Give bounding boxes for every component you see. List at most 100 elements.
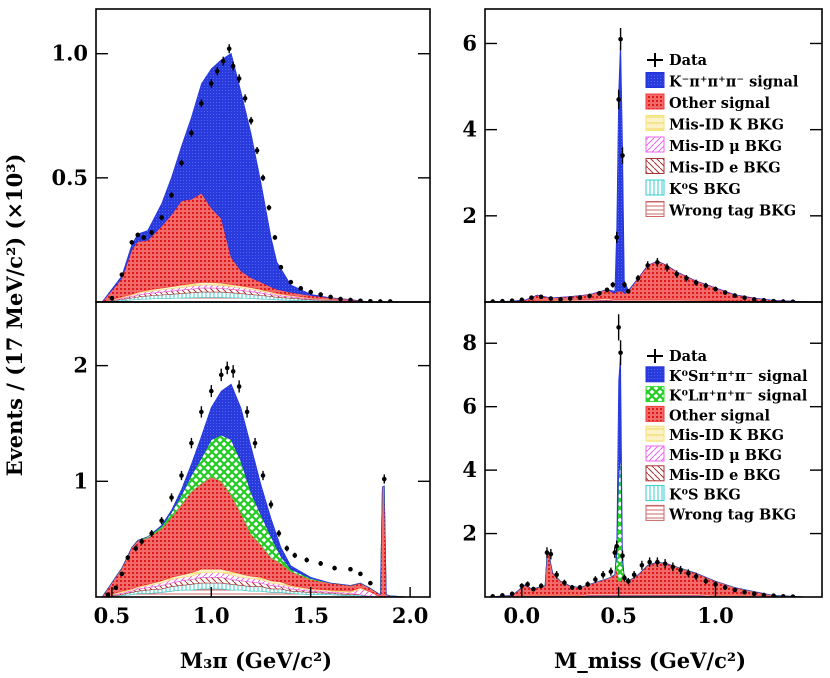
data-point [713,581,718,588]
data-point [260,470,266,481]
data-point [647,557,652,567]
svg-text:Mis-ID μ BKG: Mis-ID μ BKG [669,447,782,464]
data-point [626,288,631,294]
data-point [538,583,544,589]
legend-item-k-s-bkg: K⁰S BKG [645,179,741,198]
data-point [554,571,559,579]
data-point [254,147,260,155]
y-tick-label: 4 [462,117,477,142]
data-point [732,293,738,298]
data-point [179,159,184,167]
data-point [199,99,204,108]
data-point [298,286,304,291]
axes-frame [95,301,431,598]
legend-item-k-s-signal: K⁰Sπ⁺π⁺π⁻ signal [645,366,808,385]
data-point [358,298,363,302]
data-point [751,591,757,597]
data-point [610,281,616,288]
x-tick-label: 1.0 [697,603,734,628]
data-point [509,591,515,597]
data-point [548,548,554,560]
data-point [169,493,174,502]
data-point [242,94,248,103]
axes-frame [484,8,823,303]
legend-item-data: Data [647,52,708,69]
data-point [266,204,272,211]
y-tick-label: 2 [462,521,477,546]
data-point [230,365,236,378]
data-point [169,192,174,199]
data-point [622,281,627,288]
data-point [693,279,699,286]
x-axis-title-left: M₃π (GeV/c²) [180,648,332,673]
x-tick-label: 1.5 [292,603,329,628]
data-point [218,368,224,382]
svg-text:Other signal: Other signal [669,407,771,424]
panels-layer: 0.5 1.0 2 4 6 1 2 0.5 1.0 1.5 2.0 2 4 6 8 0.0 0.5 1.0 [51,8,823,628]
data-point [278,264,284,270]
data-point [645,261,650,270]
data-point [149,230,154,235]
data-point [616,314,621,341]
data-point [686,569,691,578]
data-point [639,560,645,570]
panel-top-right: 2 4 6 [462,8,823,303]
legend-item-mis-id-k-bkg: Mis-ID K BKG [645,115,784,134]
y-tick-label: 6 [462,30,477,55]
data-point [567,296,573,301]
y-tick-label: 2 [462,203,477,228]
data-point [577,585,583,590]
series-k-signal [101,52,411,302]
data-point [618,340,623,366]
data-point [678,565,683,575]
legend-item-mis-id-e-bkg: Mis-ID e BKG [645,465,781,484]
data-point [703,577,709,585]
data-point [368,580,373,586]
data-point [585,581,590,588]
x-tick-label: 0.0 [504,603,541,628]
data-point [544,547,550,558]
data-point [558,297,563,302]
data-point [149,530,154,537]
x-tick-label: 0.5 [600,603,637,628]
legend-item-data: Data [647,348,708,365]
data-point [751,297,757,302]
data-point [318,292,323,297]
data-point [614,231,620,243]
data-point [209,79,214,88]
data-point [593,576,598,583]
x-tick-label: 1.0 [193,603,230,628]
series-k-signal [485,36,822,302]
data-point [381,474,387,484]
legend-item-k-l-signal: K⁰Lπ⁺π⁺π⁻ signal [645,386,808,405]
data-point [674,270,680,278]
legend-item-mis-id-bkg: Mis-ID μ BKG [645,136,782,155]
data-point [133,545,139,552]
data-point [722,585,728,590]
legend-item-other-signal: Other signal [645,405,771,424]
data-point [596,291,602,296]
y-tick-label: 6 [462,394,477,419]
data-point [664,263,670,272]
data-point [655,557,660,567]
data-point [655,258,660,267]
data-point [569,585,575,590]
y-tick-label: 1 [73,468,88,493]
data-point [531,586,536,592]
data-point [244,406,250,418]
data-point [139,538,145,545]
data-point [742,295,747,300]
legend-item-wrong-tag-bkg: Wrong tag BKG [645,504,796,523]
svg-text:K⁰S BKG: K⁰S BKG [669,487,741,504]
data-point [236,380,242,393]
svg-text:Wrong tag BKG: Wrong tag BKG [668,506,796,523]
panel-bottom-left: 1 2 0.5 1.0 1.5 2.0 [73,301,431,628]
plot-area [101,44,411,302]
data-point [276,530,282,537]
data-point [732,587,738,593]
x-tick-label: 0.5 [94,603,131,628]
data-point [260,174,266,182]
data-point [620,550,625,561]
svg-text:Wrong tag BKG: Wrong tag BKG [668,203,796,220]
